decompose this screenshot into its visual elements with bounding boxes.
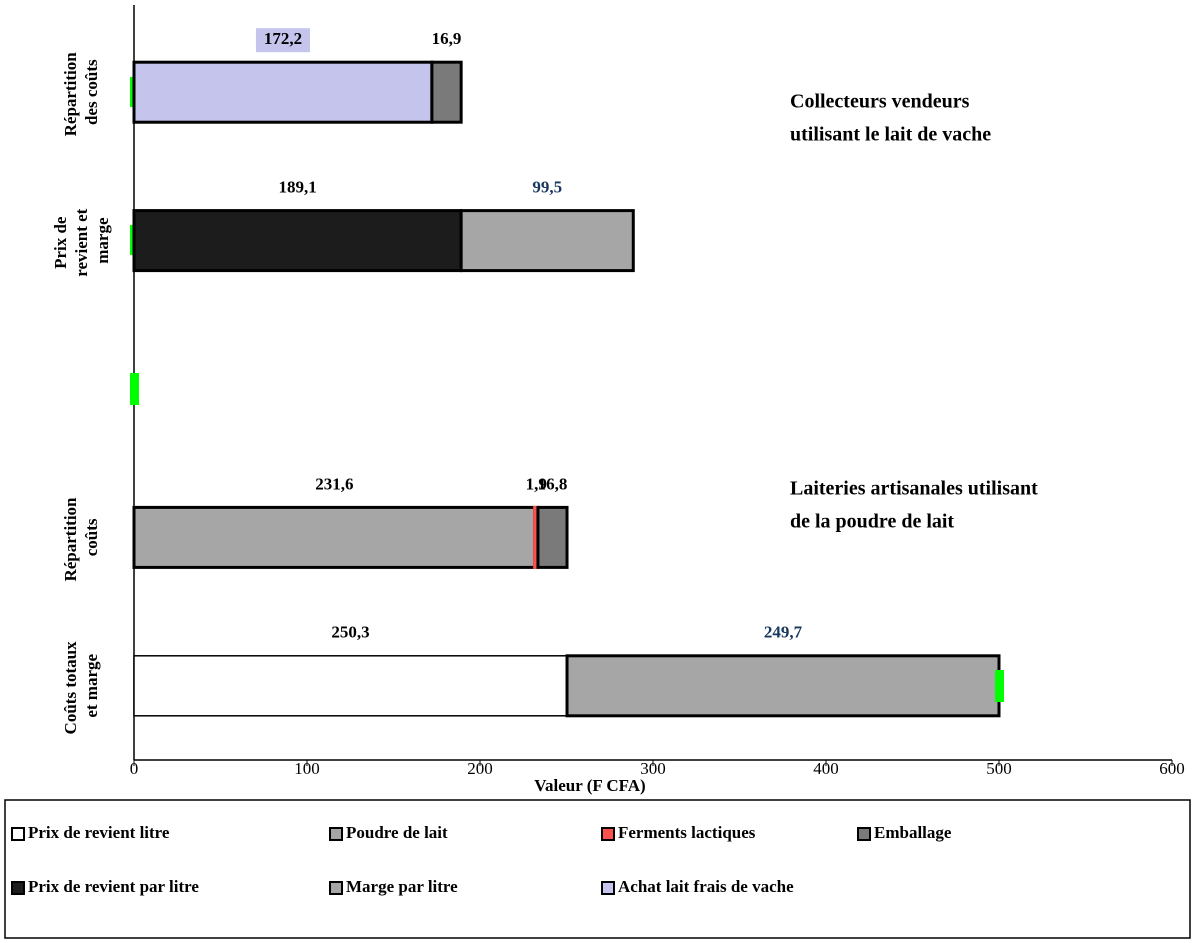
x-axis-label: Valeur (F CFA)	[534, 776, 645, 795]
legend-label: Poudre de lait	[346, 823, 448, 842]
bar-segment	[536, 505, 569, 569]
bar-segment	[459, 209, 635, 273]
value-label: 1,9	[526, 474, 547, 493]
value-label: 99,5	[532, 178, 562, 197]
marker	[995, 670, 1004, 702]
marker	[130, 373, 139, 405]
bar-segment	[430, 60, 463, 124]
x-tick-label: 0	[130, 759, 139, 778]
bar-segment	[132, 209, 463, 273]
y-tick-label: Répartition coûts	[61, 493, 101, 581]
bar-segment	[132, 505, 537, 569]
legend-swatch	[857, 827, 871, 841]
annotation: Laiteries artisanales utilisant	[790, 478, 1038, 500]
annotation: utilisant le lait de vache	[790, 124, 991, 146]
value-label: 16,8	[538, 474, 568, 493]
x-tick-label: 600	[1159, 759, 1185, 778]
y-tick-label: Répartition des coûts	[61, 48, 101, 136]
annotation: Collecteurs vendeurs	[790, 91, 970, 113]
value-label: 16,9	[432, 29, 462, 48]
value-label: 231,6	[315, 474, 353, 493]
x-tick-label: 400	[813, 759, 839, 778]
legend-swatch	[329, 827, 343, 841]
x-tick-label: 200	[467, 759, 493, 778]
bar-segment	[565, 654, 1001, 718]
x-tick-label: 500	[986, 759, 1012, 778]
legend-swatch	[11, 881, 25, 895]
legend-label: Marge par litre	[346, 877, 458, 896]
legend-swatch	[329, 881, 343, 895]
legend-swatch	[601, 881, 615, 895]
legend-label: Emballage	[874, 823, 952, 842]
value-label: 250,3	[331, 623, 369, 642]
value-label: 189,1	[278, 178, 316, 197]
legend-label: Ferments lactiques	[618, 823, 756, 842]
legend-label: Prix de revient par litre	[28, 877, 199, 896]
value-label: 172,2	[264, 29, 302, 48]
bar-segment	[132, 60, 434, 124]
legend-label: Prix de revient litre	[28, 823, 170, 842]
y-tick-label: Coûts totaux et marge	[61, 637, 101, 734]
legend-box	[4, 799, 1191, 939]
legend-swatch	[11, 827, 25, 841]
bar-segment	[133, 655, 568, 717]
y-tick-label: Prix de revient et marge	[51, 204, 112, 276]
x-tick-label: 100	[294, 759, 320, 778]
legend-label: Achat lait frais de vache	[618, 877, 794, 896]
label-bg	[255, 28, 310, 53]
value-label: 249,7	[764, 623, 803, 642]
legend-swatch	[601, 827, 615, 841]
annotation: de la poudre de lait	[790, 511, 954, 533]
x-tick-label: 300	[640, 759, 666, 778]
